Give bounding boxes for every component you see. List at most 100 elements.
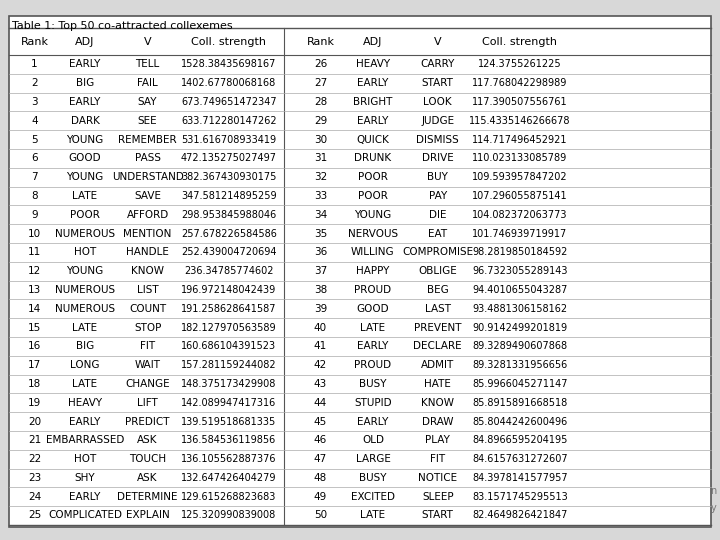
Text: NUMEROUS: NUMEROUS [55,228,115,239]
Text: 531.616708933419: 531.616708933419 [181,134,276,145]
Text: 26: 26 [314,59,327,70]
Text: 136.584536119856: 136.584536119856 [181,435,276,445]
Text: PREVENT: PREVENT [414,322,462,333]
Text: COMPLICATED: COMPLICATED [48,510,122,521]
Text: V: V [144,37,151,47]
Text: DRIVE: DRIVE [422,153,454,164]
Text: 40: 40 [314,322,327,333]
Text: PLAY: PLAY [426,435,450,445]
Text: 84.8966595204195: 84.8966595204195 [472,435,567,445]
Text: 44: 44 [314,398,327,408]
Text: PASS: PASS [135,153,161,164]
Text: 49: 49 [314,492,327,502]
Text: 25: 25 [28,510,41,521]
Text: DARK: DARK [71,116,99,126]
Text: BIG: BIG [76,341,94,352]
Text: 160.686104391523: 160.686104391523 [181,341,276,352]
Text: QUICK: QUICK [356,134,390,145]
Text: 129.615268823683: 129.615268823683 [181,492,276,502]
Text: 19: 19 [28,398,41,408]
Text: KNOW: KNOW [421,398,454,408]
Text: 93.4881306158162: 93.4881306158162 [472,304,567,314]
Text: 142.089947417316: 142.089947417316 [181,398,276,408]
Text: 23: 23 [28,473,41,483]
Text: POOR: POOR [70,210,100,220]
Text: BRIGHT: BRIGHT [354,97,392,107]
Text: 117.390507556761: 117.390507556761 [472,97,567,107]
Text: REMEMBER: REMEMBER [118,134,177,145]
Text: 114.717496452921: 114.717496452921 [472,134,567,145]
Text: Rank: Rank [21,37,48,47]
Text: MENTION: MENTION [123,228,172,239]
Text: CARRY: CARRY [420,59,455,70]
Text: 472.135275027497: 472.135275027497 [181,153,277,164]
Text: 11: 11 [28,247,41,258]
Text: EARLY: EARLY [69,97,101,107]
Text: DIE: DIE [429,210,446,220]
Text: START: START [422,78,454,88]
Text: 107.296055875141: 107.296055875141 [472,191,567,201]
Text: YOUNG: YOUNG [66,134,104,145]
Text: LAST: LAST [425,304,451,314]
Text: FIT: FIT [430,454,446,464]
Text: EARLY: EARLY [357,78,389,88]
Text: HOT: HOT [74,454,96,464]
Text: NUMEROUS: NUMEROUS [55,285,115,295]
Text: 191.258628641587: 191.258628641587 [181,304,276,314]
Text: START: START [422,510,454,521]
Text: 98.2819850184592: 98.2819850184592 [472,247,567,258]
Text: 85.9966045271147: 85.9966045271147 [472,379,567,389]
Text: BIG: BIG [76,78,94,88]
Text: 13: 13 [28,285,41,295]
Text: LATE: LATE [361,322,385,333]
Text: 89.3281331956656: 89.3281331956656 [472,360,567,370]
Text: BEG: BEG [427,285,449,295]
Text: 298.953845988046: 298.953845988046 [181,210,276,220]
Text: EAT: EAT [428,228,447,239]
Text: 109.593957847202: 109.593957847202 [472,172,567,182]
Text: 101.746939719917: 101.746939719917 [472,228,567,239]
Text: Table 1: Top 50 co-attracted collexemes: Table 1: Top 50 co-attracted collexemes [12,21,233,31]
Text: 104.082372063773: 104.082372063773 [472,210,567,220]
Text: 90.9142499201819: 90.9142499201819 [472,322,567,333]
Text: 82.4649826421847: 82.4649826421847 [472,510,567,521]
Text: ASK: ASK [138,473,158,483]
Text: HOT: HOT [74,247,96,258]
Text: 84.6157631272607: 84.6157631272607 [472,454,567,464]
Text: JUDGE: JUDGE [421,116,454,126]
Text: 9: 9 [31,210,38,220]
Text: 633.712280147262: 633.712280147262 [181,116,276,126]
Text: 10: 10 [28,228,41,239]
Text: PROUD: PROUD [354,285,392,295]
Text: 673.749651472347: 673.749651472347 [181,97,276,107]
Text: HATE: HATE [424,379,451,389]
Text: 41: 41 [314,341,327,352]
Text: NUMEROUS: NUMEROUS [55,304,115,314]
Text: 96.7323055289143: 96.7323055289143 [472,266,567,276]
Text: 38: 38 [314,285,327,295]
Text: 15: 15 [28,322,41,333]
Text: PREDICT: PREDICT [125,416,170,427]
Text: 27: 27 [314,78,327,88]
Text: STUPID: STUPID [354,398,392,408]
Text: 196.972148042439: 196.972148042439 [181,285,276,295]
Text: YOUNG: YOUNG [66,266,104,276]
Text: OBLIGE: OBLIGE [418,266,457,276]
Text: LOOK: LOOK [423,97,452,107]
Text: AFFORD: AFFORD [127,210,168,220]
Text: 5: 5 [31,134,38,145]
Text: 37: 37 [314,266,327,276]
Text: BUSY: BUSY [359,473,387,483]
Text: WILLING: WILLING [351,247,395,258]
Text: 24: 24 [28,492,41,502]
Text: HEAVY: HEAVY [68,398,102,408]
Text: LATE: LATE [73,379,97,389]
Text: FIT: FIT [140,341,156,352]
Text: LATE: LATE [73,191,97,201]
Text: 50: 50 [314,510,327,521]
Text: 14: 14 [28,304,41,314]
Text: 1402.67780068168: 1402.67780068168 [181,78,276,88]
Text: 45: 45 [314,416,327,427]
Text: TELL: TELL [135,59,160,70]
Text: EXCITED: EXCITED [351,492,395,502]
